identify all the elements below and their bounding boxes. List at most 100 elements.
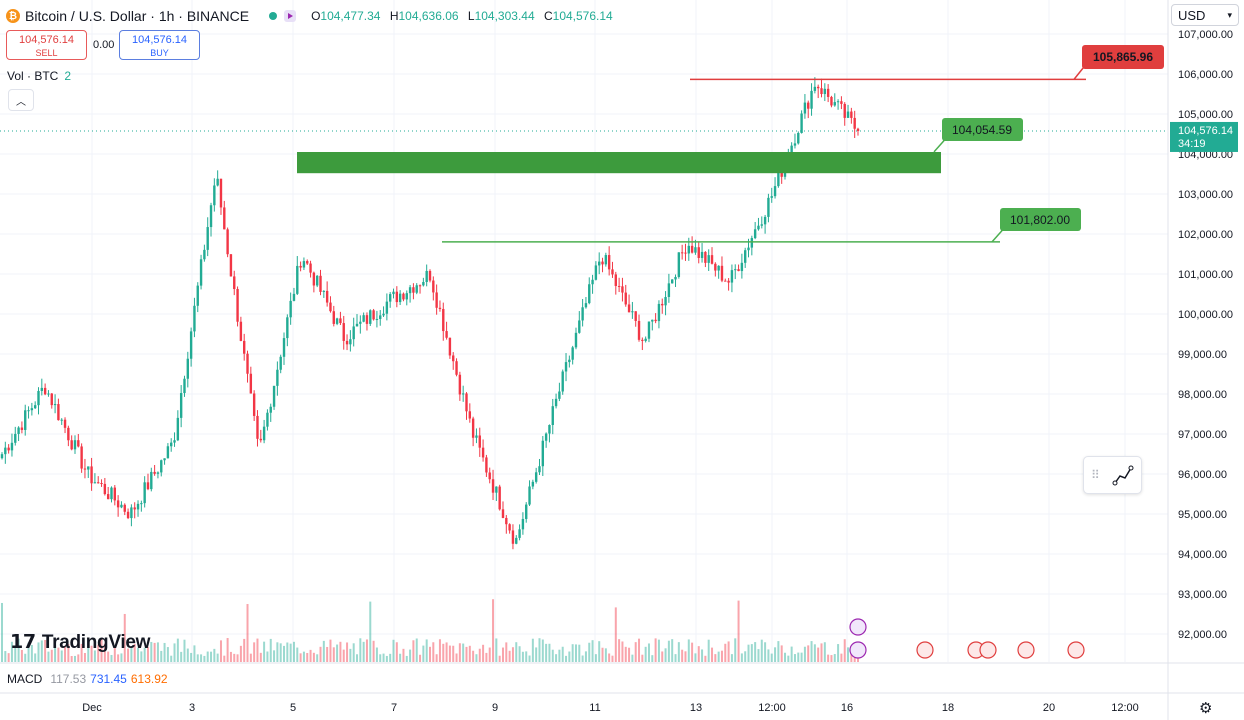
candle-body [637, 320, 641, 340]
ohlc-values: O104,477.34 H104,636.06 L104,303.44 C104… [311, 9, 613, 23]
sell-button[interactable]: 104,576.14 SELL [6, 30, 87, 60]
volume-bar [727, 641, 730, 662]
volume-bar [478, 648, 481, 662]
candle-body [777, 171, 780, 187]
volume-bar [130, 647, 133, 662]
collapse-legend-button[interactable]: ︿ [8, 89, 34, 111]
volume-bar [150, 641, 153, 662]
candle-body [452, 355, 455, 362]
candle-body [143, 482, 146, 504]
candle-body [259, 438, 262, 441]
volume-bar [641, 654, 644, 662]
drawing-toolbar[interactable]: ⠿ [1083, 456, 1142, 494]
volume-bar [299, 653, 302, 662]
volume-bar [638, 638, 641, 662]
x-tick-label: 7 [391, 702, 397, 714]
symbol-title[interactable]: Bitcoin / U.S. Dollar · 1h · BINANCE [25, 8, 250, 24]
volume-bar [312, 652, 315, 662]
buy-price: 104,576.14 [131, 34, 188, 46]
volume-bar [501, 647, 504, 662]
volume-bar [465, 646, 468, 662]
candle-body [93, 482, 97, 484]
last-price-label: 104,576.14 [1178, 125, 1233, 137]
volume-bar [402, 648, 405, 662]
candle-body [113, 487, 117, 501]
candle-body [352, 326, 355, 340]
candle-body [10, 442, 14, 451]
volume-bar [462, 643, 465, 662]
candle-body [428, 270, 432, 281]
us-flag-icon[interactable] [916, 641, 934, 659]
candle-body [315, 275, 319, 286]
volume-bar [339, 641, 342, 662]
volume-bar [1, 602, 3, 662]
currency-select[interactable]: USD ▾ [1171, 4, 1239, 26]
candle-body [763, 216, 767, 225]
candle-body [773, 186, 777, 197]
volume-bar [594, 654, 597, 662]
replay-icon[interactable] [283, 9, 297, 23]
zone-top-label: 104,054.59 [952, 123, 1012, 137]
volume-bar [429, 646, 431, 662]
candle-body [146, 482, 150, 490]
volume-bar [146, 647, 149, 662]
volume-bar [674, 654, 677, 662]
volume-bar [823, 642, 826, 662]
volume-bar [438, 639, 441, 662]
candle-body [604, 255, 608, 265]
volume-bar [442, 643, 445, 662]
volume-bar [419, 654, 422, 662]
lightning-icon[interactable] [849, 641, 867, 659]
candle-body [538, 466, 541, 473]
candle-body [521, 518, 525, 530]
volume-bar [107, 651, 110, 662]
candle-body [332, 311, 335, 324]
settings-gear-icon[interactable]: ⚙ [1199, 700, 1213, 717]
volume-bar [57, 647, 60, 662]
candle-body [554, 398, 558, 407]
volume-bar [691, 642, 694, 662]
volume-bar [286, 642, 289, 662]
volume-bar [67, 644, 70, 662]
candle-body [130, 507, 133, 519]
buy-button[interactable]: 104,576.14 BUY [119, 30, 200, 60]
volume-bar [531, 638, 534, 662]
candle-body [196, 285, 199, 306]
us-flag-icon[interactable] [1067, 641, 1085, 659]
volume-bar [571, 644, 574, 662]
volume-bar [183, 639, 186, 662]
volume-bar [133, 643, 136, 662]
candle-body [614, 274, 617, 286]
volume-bar [837, 644, 840, 662]
sparkle-icon[interactable] [849, 618, 867, 636]
candle-body [594, 265, 598, 280]
candle-body [302, 261, 306, 268]
y-tick-label: 105,000.00 [1178, 109, 1233, 121]
volume-bar [4, 651, 7, 662]
trendline-tool-icon[interactable] [1112, 464, 1134, 486]
candle-body [641, 339, 644, 341]
us-flag-icon[interactable] [979, 641, 997, 659]
volume-bar [518, 646, 521, 662]
volume-bar [20, 649, 23, 662]
candle-body [820, 88, 823, 95]
us-flag-icon[interactable] [1017, 641, 1035, 659]
volume-bar [827, 654, 830, 662]
macd-legend: MACD 117.53 731.45 613.92 [7, 672, 168, 686]
spread-value: 0.00 [93, 39, 115, 51]
volume-bar [830, 655, 833, 662]
volume-bar [73, 655, 76, 662]
x-tick-label: 9 [492, 702, 498, 714]
candle-body [631, 311, 634, 313]
volume-bar [372, 640, 375, 662]
volume-bar [472, 650, 475, 662]
y-tick-label: 96,000.00 [1178, 469, 1227, 481]
volume-bar [256, 638, 259, 662]
candle-body [697, 247, 700, 258]
candle-body [299, 265, 302, 268]
drag-handle-icon[interactable]: ⠿ [1091, 468, 1100, 482]
candle-body [213, 185, 216, 206]
volume-bar [259, 652, 262, 662]
candle-body [438, 307, 442, 309]
